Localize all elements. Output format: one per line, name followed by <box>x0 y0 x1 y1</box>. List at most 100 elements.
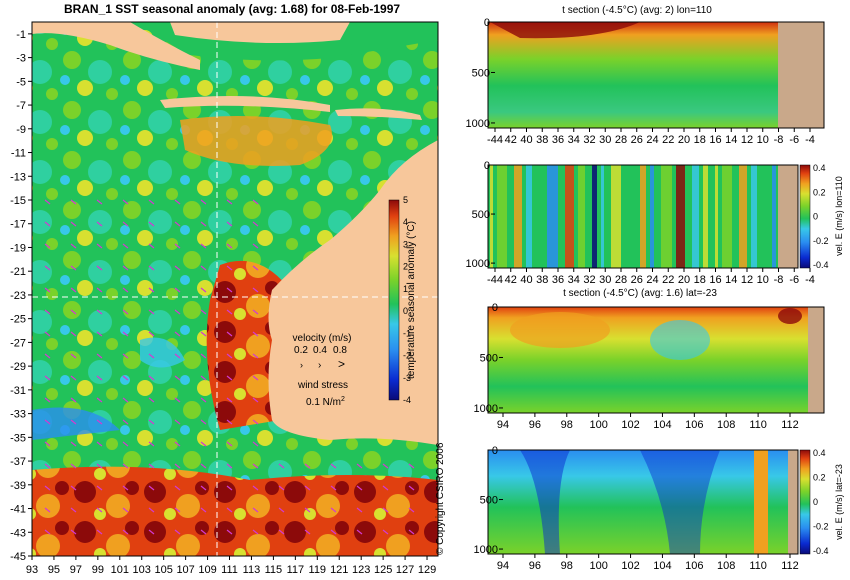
wind-vector <box>200 419 207 425</box>
section-x-tick-label: 32 <box>583 274 595 286</box>
wind-vector <box>226 507 233 513</box>
vel-colorbar-tick-label: -0.2 <box>813 236 829 246</box>
section-x-tick-label: 18 <box>694 134 706 146</box>
map-x-tick-label: 117 <box>287 564 305 576</box>
wind-vector <box>148 485 155 491</box>
wind-vector <box>174 463 181 469</box>
velocity-scale-0: 0.2 <box>294 345 308 356</box>
wind-vector <box>70 507 77 513</box>
sst-colorbar-tick-label: 0 <box>403 306 408 316</box>
section-x-tick-label: 10 <box>757 274 769 286</box>
vel-section-lat-x-axis: 94 96 98 100 102 104 106 108 110 112 <box>497 554 799 572</box>
velocity-arrow-glyph: › <box>300 360 303 370</box>
section-x-tick-label: 28 <box>615 134 627 146</box>
wind-stress-scale: 0.1 N/m2 <box>306 396 345 408</box>
map-y-tick-label: -41 <box>10 504 26 516</box>
t-section-lon-field <box>488 22 778 128</box>
vel-colorbar-tick-label: 0.2 <box>813 473 826 483</box>
wind-vector <box>70 287 77 293</box>
velocity-stripe <box>514 165 522 268</box>
wind-vector <box>96 375 103 381</box>
wind-vector <box>330 485 337 491</box>
wind-vector <box>252 375 259 381</box>
wind-vector <box>44 375 51 381</box>
vel-section-lon-panel: 0.40.20-0.2-0.4 vel. E (m/s) lon=110 -44… <box>466 160 844 286</box>
velocity-stripe <box>715 165 718 268</box>
wind-vector <box>148 221 155 227</box>
section-x-tick-label: 110 <box>749 419 767 431</box>
vel-colorbar-tick-label: 0.4 <box>813 448 826 458</box>
velocity-stripe <box>625 165 633 268</box>
map-y-tick-label: -27 <box>10 337 26 349</box>
wind-vector <box>200 287 207 293</box>
wind-vector <box>70 221 77 227</box>
wind-vector <box>304 507 311 513</box>
section-x-tick-label: 34 <box>568 274 580 286</box>
map-x-tick-label: 121 <box>330 564 348 576</box>
wind-vector <box>356 485 363 491</box>
wind-vector <box>200 265 207 271</box>
wind-vector <box>226 221 233 227</box>
wind-vector <box>148 309 155 315</box>
eastward-flow-band <box>754 450 768 554</box>
section-x-tick-label: 40 <box>520 274 532 286</box>
sst-colorbar-label: temperature seasonal anomaly (°C) <box>406 221 417 379</box>
wind-vector <box>200 529 207 535</box>
sst-colorbar-tick-label: -3 <box>403 373 411 383</box>
map-y-tick-label: -11 <box>11 148 26 160</box>
wind-vector <box>174 287 181 293</box>
wind-vector <box>96 309 103 315</box>
section-y-tick-label: 1000 <box>466 118 490 130</box>
wind-vector <box>226 243 233 249</box>
map-y-tick-label: -5 <box>16 76 26 88</box>
wind-vector <box>408 463 415 469</box>
wind-vector <box>226 397 233 403</box>
wind-vector <box>96 287 103 293</box>
sst-colorbar-tick-label: 2 <box>403 262 408 272</box>
westward-flow-band <box>640 450 720 554</box>
section-x-tick-label: 98 <box>561 560 573 572</box>
wind-vector <box>44 221 51 227</box>
section-x-tick-label: 100 <box>589 560 607 572</box>
section-x-tick-label: 32 <box>583 134 595 146</box>
land-mask <box>778 22 824 128</box>
map-y-tick-label: -35 <box>10 432 26 444</box>
section-x-tick-label: 38 <box>536 134 548 146</box>
wind-vector <box>148 463 155 469</box>
sst-colorbar-tick-label: 4 <box>403 217 408 227</box>
map-x-tick-label: 105 <box>154 564 172 576</box>
map-y-tick-label: -25 <box>10 314 26 326</box>
wind-vector <box>122 331 129 337</box>
section-x-tick-label: -4 <box>805 274 815 286</box>
section-x-tick-label: 102 <box>621 419 639 431</box>
section-x-tick-label: 42 <box>505 274 517 286</box>
velocity-stripe <box>526 165 532 268</box>
map-x-tick-label: 119 <box>309 564 327 576</box>
wind-vector <box>44 287 51 293</box>
wind-stress-legend-title: wind stress <box>297 380 348 391</box>
wind-vector <box>278 463 285 469</box>
velocity-stripe <box>640 165 646 268</box>
wind-vector <box>226 265 233 271</box>
wind-vector <box>174 331 181 337</box>
section-x-tick-label: 112 <box>781 419 799 431</box>
wind-vector <box>200 353 207 359</box>
wind-vector <box>226 375 233 381</box>
section-x-tick-label: 112 <box>781 560 799 572</box>
section-x-tick-label: 24 <box>646 274 658 286</box>
vel-lon-colorbar-ticks: 0.4 0.2 0 -0.2 -0.4 <box>813 163 829 270</box>
wind-vector <box>174 309 181 315</box>
wind-vector <box>96 199 103 205</box>
velocity-stripe <box>578 165 585 268</box>
wind-vector <box>122 265 129 271</box>
wind-vector <box>174 221 181 227</box>
velocity-stripe <box>490 165 493 268</box>
section-y-tick-label: 500 <box>480 352 498 364</box>
wind-vector <box>122 375 129 381</box>
section-x-tick-label: -8 <box>774 134 784 146</box>
wind-vector <box>70 375 77 381</box>
wind-vector <box>148 331 155 337</box>
section-x-tick-label: 96 <box>529 560 541 572</box>
map-y-tick-label: -19 <box>10 242 26 254</box>
